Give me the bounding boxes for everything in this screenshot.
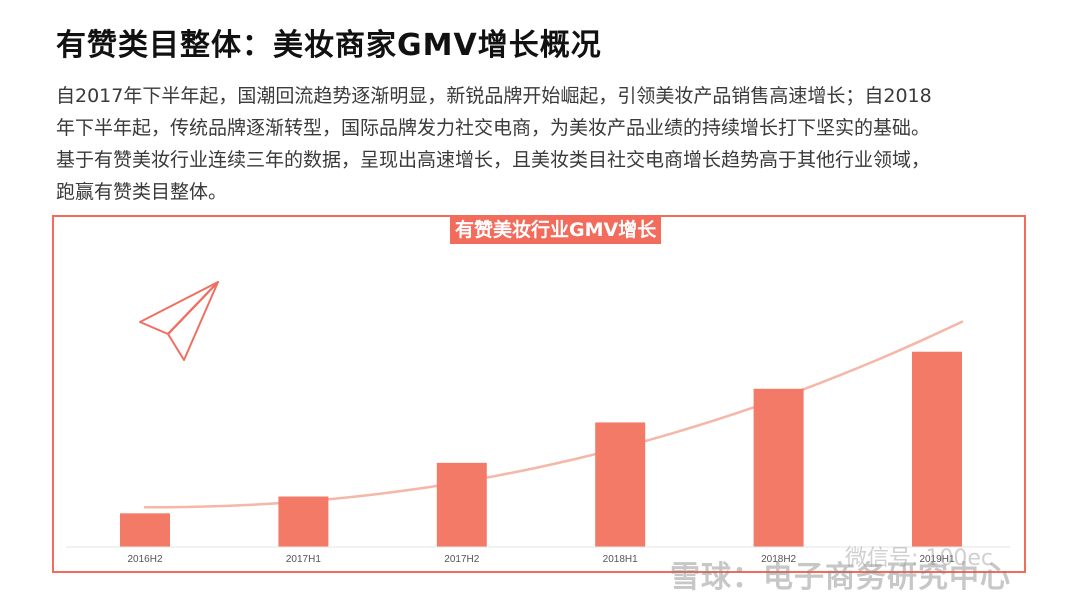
intro-paragraph: 自2017年下半年起，国潮回流趋势逐渐明显，新锐品牌开始崛起，引领美妆产品销售高… [56, 80, 1016, 208]
paper-plane-icon [139, 281, 219, 361]
bar-2018H2 [753, 388, 804, 547]
paragraph-line: 年下半年起，传统品牌逐渐转型，国际品牌发力社交电商，为美妆产品业绩的持续增长打下… [56, 117, 931, 139]
x-tick-label: 2019H1 [919, 554, 954, 565]
watermark-text: 雪球：电子商务研究中心 [670, 560, 1011, 595]
bar-2019H1 [912, 351, 962, 547]
wechat-watermark: 微信号: 100ec [845, 546, 994, 571]
page-title: 有赞类目整体：美妆商家GMV增长概况 [56, 28, 602, 63]
paragraph-line: 跑赢有赞类目整体。 [56, 181, 228, 203]
x-tick-label: 2018H2 [761, 554, 796, 565]
bar-2018H1 [595, 422, 646, 547]
paragraph-line: 自2017年下半年起，国潮回流趋势逐渐明显，新锐品牌开始崛起，引领美妆产品销售高… [56, 85, 932, 107]
x-tick-label: 2017H2 [444, 554, 479, 565]
x-tick-label: 2016H2 [127, 554, 162, 565]
bar-2017H2 [436, 462, 487, 547]
x-tick-label: 2017H1 [286, 554, 321, 565]
x-tick-label: 2018H1 [603, 554, 638, 565]
bar-2017H1 [278, 496, 329, 547]
trend-line [143, 320, 964, 509]
bar-2016H2 [120, 513, 170, 547]
paragraph-line: 基于有赞美妆行业连续三年的数据，呈现出高速增长，且美妆类目社交电商增长趋势高于其… [56, 149, 931, 171]
chart-title: 有赞美妆行业GMV增长 [450, 216, 662, 244]
